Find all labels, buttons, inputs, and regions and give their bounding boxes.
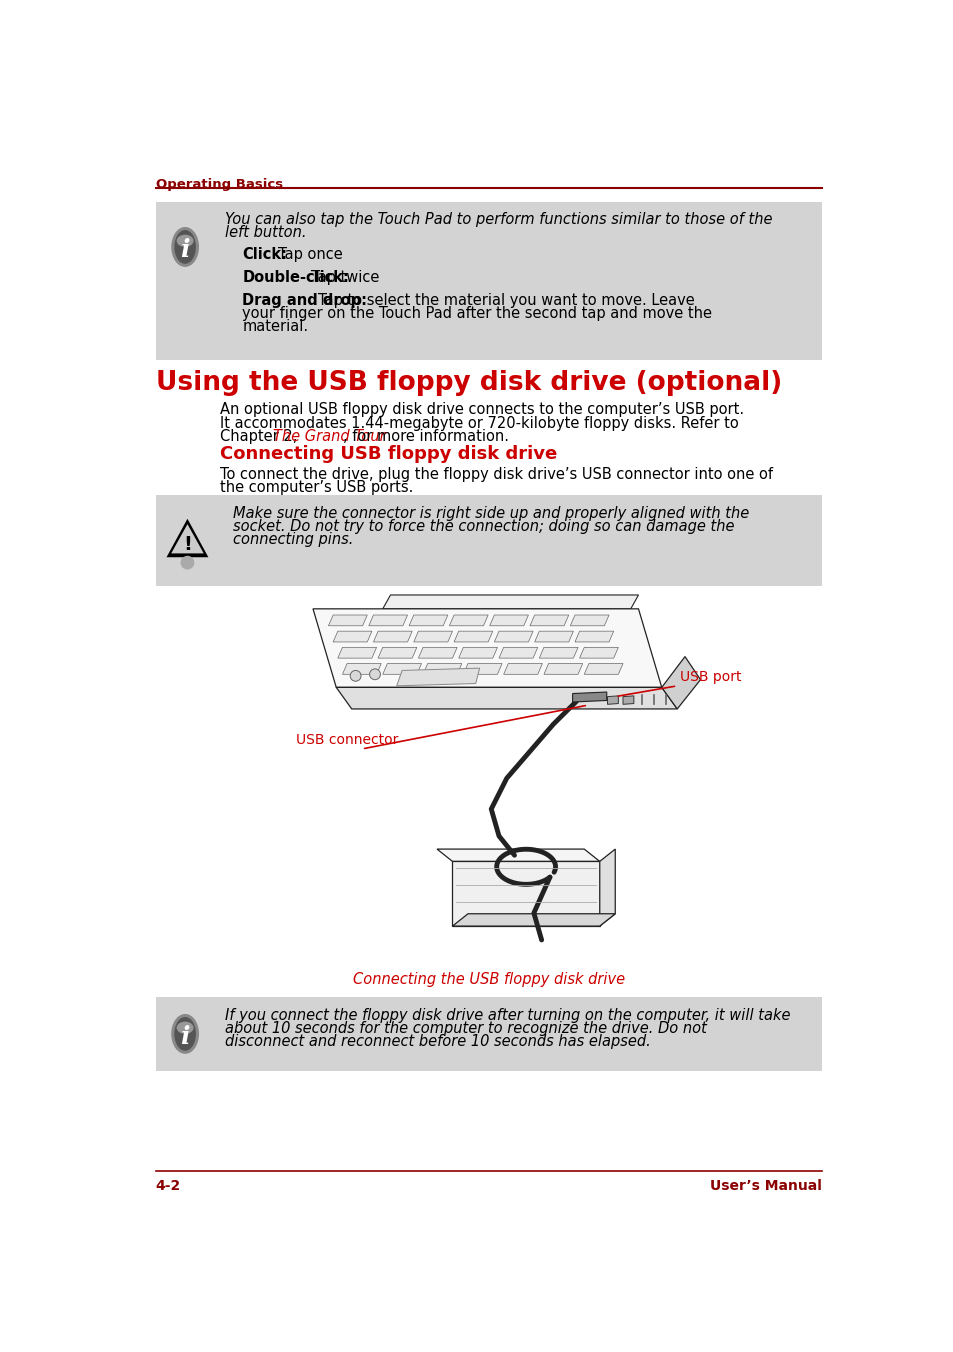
Polygon shape (328, 615, 367, 626)
Text: Drag and drop:: Drag and drop: (242, 293, 367, 308)
Polygon shape (572, 692, 606, 702)
Polygon shape (449, 615, 488, 626)
Text: connecting pins.: connecting pins. (233, 531, 354, 546)
Text: Double-click:: Double-click: (242, 270, 349, 285)
Text: Tap once: Tap once (278, 247, 342, 262)
Text: 4-2: 4-2 (155, 1179, 181, 1192)
Polygon shape (534, 631, 573, 642)
Polygon shape (167, 519, 208, 557)
Text: about 10 seconds for the computer to recognize the drive. Do not: about 10 seconds for the computer to rec… (225, 1021, 706, 1036)
Polygon shape (543, 664, 582, 675)
Text: left button.: left button. (225, 224, 307, 239)
Polygon shape (454, 631, 493, 642)
Ellipse shape (177, 235, 193, 246)
Text: USB connector: USB connector (295, 733, 398, 746)
Polygon shape (583, 664, 622, 675)
Text: Connecting the USB floppy disk drive: Connecting the USB floppy disk drive (353, 972, 624, 987)
Text: Click:: Click: (242, 247, 287, 262)
Text: An optional USB floppy disk drive connects to the computer’s USB port.: An optional USB floppy disk drive connec… (220, 403, 743, 418)
Text: Operating Basics: Operating Basics (155, 177, 282, 191)
Polygon shape (452, 861, 599, 926)
Polygon shape (335, 687, 677, 708)
Text: The Grand Tour: The Grand Tour (274, 429, 386, 443)
Text: i: i (180, 238, 190, 262)
Polygon shape (373, 631, 412, 642)
Polygon shape (661, 657, 700, 708)
Text: If you connect the floppy disk drive after turning on the computer, it will take: If you connect the floppy disk drive aft… (225, 1007, 790, 1022)
Circle shape (181, 557, 193, 569)
Polygon shape (458, 648, 497, 658)
Polygon shape (489, 615, 528, 626)
Text: i: i (180, 1025, 190, 1049)
Polygon shape (342, 664, 381, 675)
Polygon shape (171, 525, 204, 553)
Polygon shape (382, 664, 421, 675)
Text: It accommodates 1.44-megabyte or 720-kilobyte floppy disks. Refer to: It accommodates 1.44-megabyte or 720-kil… (220, 415, 738, 430)
Text: To connect the drive, plug the floppy disk drive’s USB connector into one of: To connect the drive, plug the floppy di… (220, 468, 772, 483)
FancyBboxPatch shape (155, 996, 821, 1071)
Ellipse shape (172, 1014, 198, 1053)
Polygon shape (436, 849, 599, 861)
Text: disconnect and reconnect before 10 seconds has elapsed.: disconnect and reconnect before 10 secon… (225, 1034, 651, 1049)
Text: , for more information.: , for more information. (343, 429, 509, 443)
Ellipse shape (174, 1018, 195, 1051)
Text: material.: material. (242, 319, 308, 334)
Polygon shape (452, 914, 615, 926)
Polygon shape (622, 696, 633, 704)
Text: Using the USB floppy disk drive (optional): Using the USB floppy disk drive (optiona… (155, 370, 781, 396)
Text: Chapter 2,: Chapter 2, (220, 429, 302, 443)
Text: Tap twice: Tap twice (311, 270, 379, 285)
Text: Tap to select the material you want to move. Leave: Tap to select the material you want to m… (317, 293, 694, 308)
Polygon shape (538, 648, 578, 658)
Polygon shape (422, 664, 461, 675)
Polygon shape (570, 615, 608, 626)
Polygon shape (599, 849, 615, 926)
Text: socket. Do not try to force the connection; doing so can damage the: socket. Do not try to force the connecti… (233, 519, 734, 534)
Text: your finger on the Touch Pad after the second tap and move the: your finger on the Touch Pad after the s… (242, 307, 712, 322)
Polygon shape (369, 615, 407, 626)
Polygon shape (409, 615, 447, 626)
Text: Make sure the connector is right side up and properly aligned with the: Make sure the connector is right side up… (233, 506, 749, 521)
Circle shape (369, 669, 380, 680)
Ellipse shape (174, 231, 195, 264)
Circle shape (350, 671, 360, 681)
FancyBboxPatch shape (155, 495, 821, 585)
Text: !: ! (183, 534, 192, 554)
Polygon shape (377, 648, 416, 658)
Ellipse shape (177, 1022, 193, 1033)
Polygon shape (579, 648, 618, 658)
Polygon shape (396, 668, 479, 685)
Polygon shape (463, 664, 501, 675)
Polygon shape (530, 615, 568, 626)
Polygon shape (337, 648, 376, 658)
Polygon shape (382, 595, 638, 608)
Polygon shape (418, 648, 456, 658)
Polygon shape (503, 664, 542, 675)
FancyBboxPatch shape (155, 203, 821, 360)
Text: You can also tap the Touch Pad to perform functions similar to those of the: You can also tap the Touch Pad to perfor… (225, 212, 772, 227)
Text: User’s Manual: User’s Manual (710, 1179, 821, 1192)
Polygon shape (607, 696, 618, 704)
Polygon shape (313, 608, 661, 687)
Text: Connecting USB floppy disk drive: Connecting USB floppy disk drive (220, 445, 557, 462)
Polygon shape (333, 631, 372, 642)
Polygon shape (494, 631, 533, 642)
Polygon shape (414, 631, 452, 642)
Ellipse shape (172, 227, 198, 266)
Text: the computer’s USB ports.: the computer’s USB ports. (220, 480, 413, 495)
Text: USB port: USB port (679, 669, 740, 684)
Polygon shape (575, 631, 613, 642)
Polygon shape (498, 648, 537, 658)
